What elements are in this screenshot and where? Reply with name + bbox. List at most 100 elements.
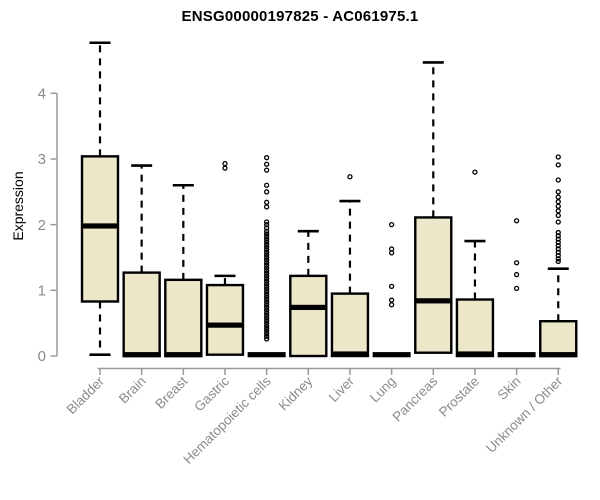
outlier-prostate: [472, 169, 478, 175]
outlier-hematopoietic-cells: [263, 312, 270, 318]
outlier-hematopoietic-cells: [263, 244, 270, 250]
outlier-hematopoietic-cells: [263, 317, 270, 324]
outlier-hematopoietic-cells: [263, 310, 270, 316]
outlier-hematopoietic-cells: [263, 252, 270, 258]
outlier-hematopoietic-cells: [263, 199, 270, 205]
outlier-unknown-other: [555, 258, 561, 265]
x-tick-label: Liver: [326, 373, 358, 405]
outlier-hematopoietic-cells: [263, 291, 270, 297]
outlier-hematopoietic-cells: [263, 333, 270, 339]
outlier-hematopoietic-cells: [263, 283, 270, 290]
outlier-hematopoietic-cells: [263, 331, 270, 337]
outlier-unknown-other: [555, 189, 561, 195]
outlier-hematopoietic-cells: [263, 288, 270, 295]
outlier-lung: [388, 302, 395, 308]
y-tick-label: 3: [38, 151, 46, 168]
median-bladder: [81, 223, 119, 229]
outlier-hematopoietic-cells: [263, 273, 270, 279]
y-tick-label: 1: [38, 283, 46, 300]
outlier-unknown-other: [555, 203, 561, 209]
box-kidney: [289, 274, 328, 358]
box-bladder: [80, 155, 120, 303]
outlier-unknown-other: [555, 249, 561, 255]
outlier-hematopoietic-cells: [263, 304, 270, 311]
x-tick-label: Unknown / Other: [483, 373, 566, 456]
outlier-hematopoietic-cells: [263, 257, 270, 263]
outlier-unknown-other: [555, 162, 561, 168]
outlier-lung: [388, 222, 395, 228]
outlier-skin: [513, 260, 520, 266]
outlier-unknown-other: [555, 212, 561, 219]
median-breast: [164, 352, 203, 358]
median-gastric: [205, 322, 244, 328]
outlier-hematopoietic-cells: [263, 281, 270, 287]
median-pancreas: [414, 298, 453, 304]
outlier-unknown-other: [555, 194, 561, 200]
outlier-unknown-other: [555, 252, 561, 259]
x-tick-label: Skin: [495, 374, 524, 403]
outlier-unknown-other: [555, 243, 561, 249]
outlier-hematopoietic-cells: [263, 239, 270, 245]
outlier-hematopoietic-cells: [263, 320, 270, 326]
outlier-gastric: [222, 160, 228, 167]
outlier-hematopoietic-cells: [263, 262, 270, 269]
outlier-hematopoietic-cells: [263, 233, 270, 240]
median-kidney: [289, 304, 328, 311]
box-brain: [122, 271, 161, 358]
outlier-hematopoietic-cells: [263, 167, 270, 173]
median-unknown-other: [539, 352, 578, 358]
outlier-hematopoietic-cells: [263, 260, 270, 266]
y-tick-label: 4: [38, 86, 46, 103]
chart-title: ENSG00000197825 - AC061975.1: [181, 8, 419, 25]
x-tick-label: Bladder: [64, 373, 108, 417]
outlier-hematopoietic-cells: [263, 241, 270, 248]
outlier-hematopoietic-cells: [263, 219, 270, 225]
y-tick-label: 0: [38, 348, 46, 365]
outlier-hematopoietic-cells: [263, 222, 270, 228]
box-gastric: [205, 283, 245, 356]
outlier-hematopoietic-cells: [263, 328, 270, 334]
outlier-hematopoietic-cells: [263, 315, 270, 321]
outlier-hematopoietic-cells: [263, 294, 270, 300]
outlier-unknown-other: [555, 256, 561, 262]
outlier-skin: [513, 218, 520, 224]
outlier-hematopoietic-cells: [263, 323, 270, 329]
x-tick-label: Pancreas: [389, 373, 440, 424]
box-liver: [330, 292, 370, 358]
outlier-hematopoietic-cells: [263, 325, 270, 332]
outlier-liver: [347, 174, 353, 180]
outlier-hematopoietic-cells: [263, 204, 270, 210]
median-lung: [372, 352, 411, 358]
outlier-gastric: [222, 165, 228, 171]
outlier-unknown-other: [555, 239, 561, 246]
outlier-unknown-other: [555, 154, 561, 160]
x-tick-label: Breast: [152, 373, 190, 411]
outlier-unknown-other: [555, 233, 561, 239]
outlier-hematopoietic-cells: [263, 286, 270, 292]
outlier-unknown-other: [555, 236, 561, 242]
box-breast: [164, 278, 203, 358]
x-tick-label: Gastric: [191, 373, 232, 414]
outlier-hematopoietic-cells: [263, 189, 270, 195]
outlier-hematopoietic-cells: [263, 302, 270, 308]
outlier-lung: [388, 297, 395, 303]
outlier-hematopoietic-cells: [263, 299, 270, 305]
outlier-lung: [388, 283, 395, 290]
outlier-unknown-other: [555, 229, 561, 236]
outlier-unknown-other: [555, 246, 561, 252]
outlier-unknown-other: [555, 219, 561, 225]
outlier-hematopoietic-cells: [263, 270, 270, 276]
outlier-hematopoietic-cells: [263, 336, 270, 342]
x-tick-label: Kidney: [276, 373, 316, 413]
box-prostate: [455, 298, 495, 358]
outlier-hematopoietic-cells: [263, 155, 270, 161]
x-tick-label: Brain: [116, 374, 149, 407]
median-hematopoietic-cells: [247, 352, 286, 358]
outlier-unknown-other: [555, 177, 561, 183]
outlier-hematopoietic-cells: [263, 267, 270, 274]
x-tick-label: Prostate: [436, 374, 482, 420]
outlier-lung: [388, 246, 395, 252]
outlier-hematopoietic-cells: [263, 231, 270, 237]
outlier-hematopoietic-cells: [263, 228, 270, 234]
